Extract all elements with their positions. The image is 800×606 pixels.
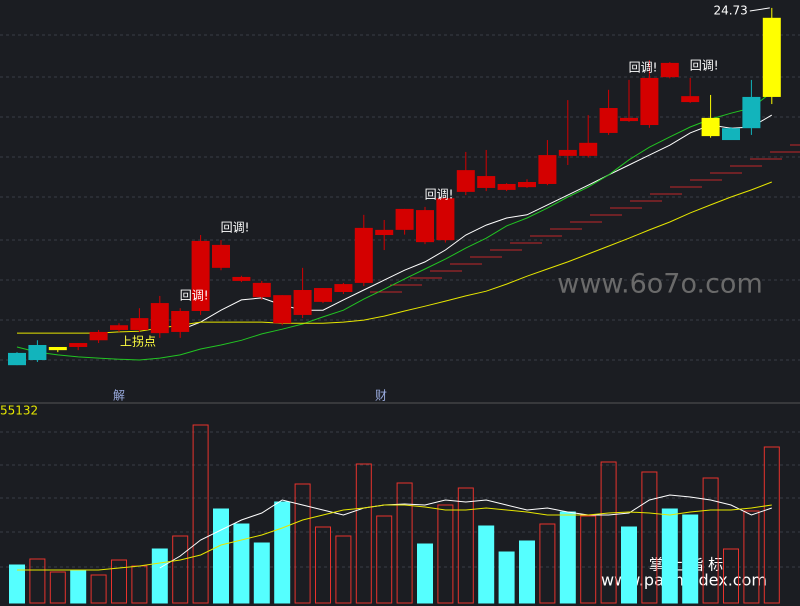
candle-body [212, 244, 230, 268]
volume-bar [723, 548, 739, 604]
high-arrow [749, 7, 770, 12]
volume-bar [519, 540, 535, 604]
volume-bar [294, 483, 311, 604]
candle-body [150, 303, 169, 334]
volume-bar [539, 523, 556, 604]
candle-body [375, 229, 394, 236]
volume-bar [151, 548, 168, 604]
candle-body [701, 117, 720, 137]
candle-body [89, 331, 108, 341]
annotation: 回调! [425, 187, 454, 201]
candle-body [497, 183, 516, 190]
volume-bar [621, 526, 637, 604]
candle-body [579, 142, 598, 156]
candle-body [130, 318, 149, 330]
candle-body [456, 170, 475, 192]
volume-bar [641, 471, 658, 604]
candle-body [436, 198, 455, 241]
candle-body [354, 227, 373, 283]
candle-body [232, 276, 251, 281]
volume-bar [763, 446, 780, 604]
volume-bar [478, 525, 495, 604]
volume-bar [417, 543, 433, 604]
candle-body [640, 77, 659, 126]
candle-body [762, 17, 781, 97]
candle-body [8, 352, 26, 366]
volume-bar [743, 510, 760, 604]
volume-bar [274, 501, 291, 604]
watermark: www.6o7o.com [557, 269, 763, 300]
volume-bar [70, 569, 87, 604]
volume-bar [498, 551, 515, 604]
volume-bar [233, 523, 250, 604]
volume-bar [457, 487, 474, 604]
volume-bar [315, 526, 331, 604]
turn-label: 上拐点 [120, 334, 156, 349]
candle-body [518, 181, 536, 188]
candle-body [314, 288, 332, 302]
candle-body [620, 117, 638, 122]
volume-bar [702, 477, 719, 604]
volume-bar [682, 514, 699, 604]
candle-body [416, 210, 434, 243]
high-label: 24.73 [713, 4, 747, 18]
candle-body [681, 96, 700, 103]
candle-body [395, 208, 414, 230]
marker-label: 财 [375, 389, 387, 403]
candle-body [28, 345, 47, 361]
marker-label: 解 [113, 389, 125, 403]
volume-bar [580, 515, 597, 604]
volume-bar [600, 461, 617, 604]
candle-body [191, 240, 210, 311]
volume-bar [9, 564, 25, 604]
candle-body [722, 128, 740, 141]
volume-bar [376, 515, 393, 604]
candle-body [599, 108, 618, 133]
candle-body [334, 284, 353, 292]
volume-bar [396, 482, 413, 604]
candle-body [293, 290, 312, 315]
volume-bar [29, 558, 46, 604]
candle-body [477, 176, 496, 188]
candle-body [742, 96, 761, 129]
candle-body [48, 346, 67, 351]
candle-body [273, 295, 292, 324]
candle-body [538, 155, 557, 184]
volume-bar [172, 535, 189, 604]
volume-average [159, 494, 772, 569]
volume-average [17, 504, 772, 571]
moving-average [17, 181, 772, 334]
candle-body [110, 325, 128, 330]
annotation: 回调! [180, 289, 209, 303]
volume-bar [437, 504, 454, 604]
volume-bar [355, 463, 372, 604]
candle-body [558, 149, 577, 156]
candle-body [660, 62, 679, 78]
volume-bar [559, 511, 576, 604]
volume-bar [661, 508, 678, 604]
volume-bar [192, 424, 209, 604]
volume-bar [253, 542, 270, 604]
volume-bar [335, 535, 352, 604]
candle-body [252, 282, 271, 298]
annotation: 回调! [629, 60, 658, 74]
volume-label: 55132 [0, 404, 38, 418]
volume-bar [90, 574, 107, 604]
volume-bar [49, 571, 66, 604]
moving-average [16, 91, 773, 361]
volume-bar [213, 508, 229, 604]
annotation: 回调! [690, 58, 719, 72]
candle-body [69, 343, 88, 347]
annotation: 回调! [221, 221, 250, 235]
volume-bar [111, 559, 127, 604]
candle-body [171, 310, 190, 332]
